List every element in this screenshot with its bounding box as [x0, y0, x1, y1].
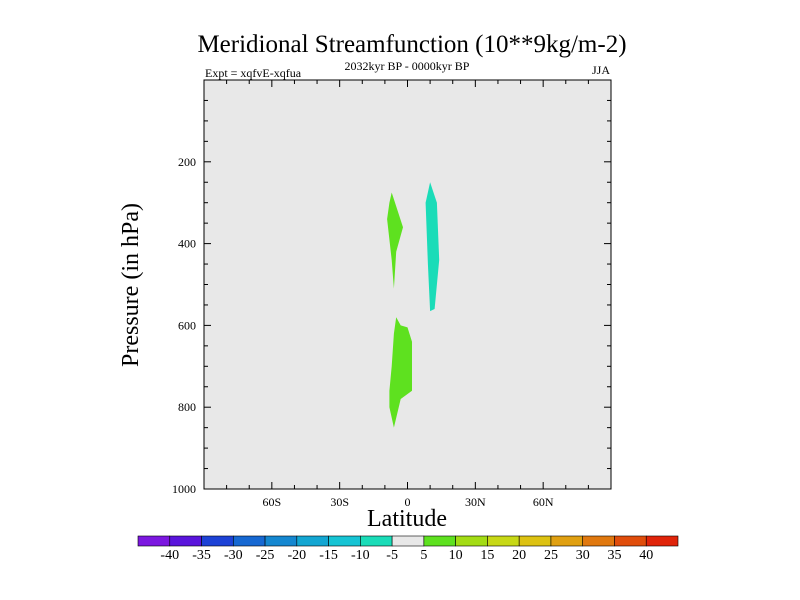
contour-regions: [387, 182, 440, 428]
colorbar-label: 10: [449, 548, 463, 563]
x-axis-title: Latitude: [367, 506, 447, 532]
y-axis: 200 400 600 800 1000: [172, 79, 611, 496]
time-range-label: 2032kyr BP - 0000kyr BP: [345, 59, 470, 73]
colorbar-swatch: [518, 535, 552, 547]
colorbar-swatch: [232, 535, 266, 547]
colorbar-label: -20: [287, 548, 306, 563]
colorbar-label: -15: [319, 548, 338, 563]
colorbar-swatch: [455, 535, 488, 547]
colorbar-swatch: [487, 535, 520, 547]
y-tick-label: 200: [178, 155, 196, 169]
colorbar-swatch: [391, 535, 425, 547]
x-tick-label: 30S: [330, 495, 349, 509]
colorbar-swatch: [423, 535, 456, 547]
colorbar-swatch: [296, 535, 329, 547]
colorbar-swatch: [582, 535, 615, 547]
colorbar-label: 35: [607, 548, 621, 563]
x-tick-label: 0: [405, 495, 411, 509]
colorbar-swatch: [328, 535, 361, 547]
colorbar-swatch: [645, 535, 679, 547]
colorbar: -40 -35 -30 -25 -20 -15 -10 -5 5 10 15 20 25 30 35 40: [137, 535, 679, 563]
y-tick-label: 1000: [172, 482, 196, 496]
plot-area: [204, 80, 611, 489]
colorbar-label: -5: [386, 548, 398, 563]
contour-region-positive-upper: [387, 192, 403, 289]
colorbar-swatch: [614, 535, 647, 547]
colorbar-swatch: [264, 535, 298, 547]
chart-title: Meridional Streamfunction (10**9kg/m-2): [197, 31, 626, 58]
contour-region-positive-lower: [389, 317, 412, 428]
y-tick-label: 600: [178, 318, 196, 332]
x-tick-label: 60N: [533, 495, 554, 509]
colorbar-label: 40: [639, 548, 653, 563]
colorbar-label: 20: [512, 548, 526, 563]
colorbar-label: -10: [351, 548, 370, 563]
season-label: JJA: [592, 63, 610, 77]
colorbar-swatch: [137, 535, 171, 547]
colorbar-label: -25: [256, 548, 275, 563]
colorbar-swatch: [169, 535, 202, 547]
colorbar-label: -30: [224, 548, 243, 563]
colorbar-label: 15: [480, 548, 494, 563]
y-tick-label: 800: [178, 400, 196, 414]
colorbar-label: 30: [576, 548, 590, 563]
x-axis: 60S 30S 0 30N 60N: [203, 80, 612, 509]
experiment-label: Expt = xqfvE-xqfua: [205, 66, 302, 80]
y-axis-title: Pressure (in hPa): [118, 203, 144, 367]
y-tick-label: 400: [178, 237, 196, 251]
colorbar-swatch: [201, 535, 234, 547]
x-tick-label: 60S: [262, 495, 281, 509]
colorbar-label: -40: [160, 548, 179, 563]
contour-region-negative-upper: [425, 182, 440, 312]
colorbar-swatch: [550, 535, 584, 547]
colorbar-label: -35: [192, 548, 211, 563]
colorbar-label: 5: [420, 548, 427, 563]
x-tick-label: 30N: [465, 495, 486, 509]
colorbar-label: 25: [544, 548, 558, 563]
colorbar-swatch: [360, 535, 393, 547]
